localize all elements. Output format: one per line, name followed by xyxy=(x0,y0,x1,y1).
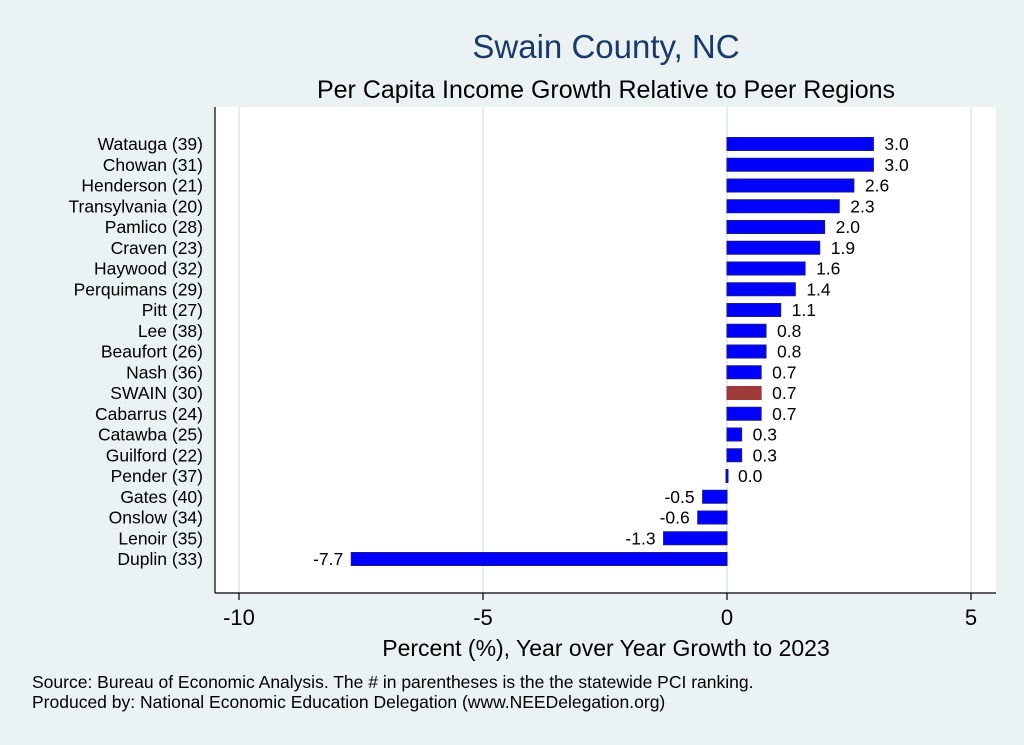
category-label-11: Nash (36) xyxy=(126,362,203,382)
x-tick-label-2: 0 xyxy=(721,605,733,630)
bar-19 xyxy=(663,531,728,546)
bar-10 xyxy=(726,344,767,359)
bar-2 xyxy=(726,178,855,193)
category-label-3: Transylvania (20) xyxy=(68,196,203,216)
bar-15 xyxy=(726,448,743,463)
value-label-14: 0.3 xyxy=(753,425,777,445)
value-label-0: 3.0 xyxy=(884,134,909,154)
bar-5 xyxy=(726,240,821,255)
axes xyxy=(214,107,996,594)
category-label-2: Henderson (21) xyxy=(81,176,203,196)
x-tick-label-1: -5 xyxy=(473,605,493,630)
value-label-19: -1.3 xyxy=(625,528,655,548)
category-label-0: Watauga (39) xyxy=(98,134,203,154)
category-label-10: Beaufort (26) xyxy=(101,342,203,362)
value-label-20: -7.7 xyxy=(313,549,343,569)
value-label-17: -0.5 xyxy=(664,487,694,507)
value-label-18: -0.6 xyxy=(660,508,690,528)
category-label-14: Catawba (25) xyxy=(98,425,203,445)
value-label-7: 1.4 xyxy=(806,279,831,299)
category-label-17: Gates (40) xyxy=(120,487,203,507)
chart-subtitle: Per Capita Income Growth Relative to Pee… xyxy=(317,76,895,104)
category-label-19: Lenoir (35) xyxy=(118,528,203,548)
bar-9 xyxy=(726,323,767,338)
produced-by-note: Produced by: National Economic Education… xyxy=(32,692,666,712)
bar-1 xyxy=(726,157,874,172)
category-label-6: Haywood (32) xyxy=(94,259,203,279)
category-label-7: Perquimans (29) xyxy=(74,279,203,299)
category-label-20: Duplin (33) xyxy=(117,549,203,569)
bar-8 xyxy=(726,303,782,317)
value-label-8: 1.1 xyxy=(792,300,816,320)
value-label-2: 2.6 xyxy=(865,176,889,196)
bar-6 xyxy=(726,261,806,276)
bar-4 xyxy=(726,220,826,234)
category-label-12: SWAIN (30) xyxy=(110,383,203,403)
bar-13 xyxy=(726,406,762,421)
value-label-13: 0.7 xyxy=(772,404,796,424)
plot-area xyxy=(215,107,996,593)
value-label-12: 0.7 xyxy=(772,383,796,403)
category-label-1: Chowan (31) xyxy=(103,155,203,175)
value-label-4: 2.0 xyxy=(836,217,861,237)
category-label-13: Cabarrus (24) xyxy=(95,404,203,424)
source-note: Source: Bureau of Economic Analysis. The… xyxy=(32,672,754,692)
bar-18 xyxy=(697,510,728,525)
x-tick-label-3: 5 xyxy=(965,605,977,630)
category-label-5: Craven (23) xyxy=(111,238,203,258)
value-label-3: 2.3 xyxy=(850,196,874,216)
x-tick-label-0: -10 xyxy=(223,605,255,630)
bar-17 xyxy=(702,489,728,504)
value-label-15: 0.3 xyxy=(753,445,777,465)
category-label-9: Lee (38) xyxy=(138,321,203,341)
value-label-1: 3.0 xyxy=(884,155,909,175)
x-ticks: -10 -5 0 5 xyxy=(223,593,977,630)
bar-3 xyxy=(726,199,840,214)
category-labels: Watauga (39)Chowan (31)Henderson (21)Tra… xyxy=(68,134,203,569)
bar-14 xyxy=(726,427,743,442)
bar-11 xyxy=(726,365,762,380)
value-label-9: 0.8 xyxy=(777,321,801,341)
category-label-4: Pamlico (28) xyxy=(105,217,203,237)
value-label-11: 0.7 xyxy=(772,362,796,382)
value-label-6: 1.6 xyxy=(816,259,840,279)
value-label-10: 0.8 xyxy=(777,342,801,362)
bar-16 xyxy=(725,469,729,483)
x-axis-title: Percent (%), Year over Year Growth to 20… xyxy=(382,635,830,661)
chart-title: Swain County, NC xyxy=(472,28,739,65)
category-label-15: Guilford (22) xyxy=(106,445,203,465)
category-label-8: Pitt (27) xyxy=(142,300,203,320)
value-label-5: 1.9 xyxy=(831,238,855,258)
value-labels: 3.03.02.62.32.01.91.61.41.10.80.80.70.70… xyxy=(313,134,909,569)
category-label-16: Pender (37) xyxy=(111,466,203,486)
bar-7 xyxy=(726,282,796,297)
bars xyxy=(350,137,874,566)
bar-12 xyxy=(726,386,762,400)
bar-20 xyxy=(350,552,728,566)
category-label-18: Onslow (34) xyxy=(109,508,203,528)
value-label-16: 0.0 xyxy=(738,466,763,486)
bar-0 xyxy=(726,137,874,151)
